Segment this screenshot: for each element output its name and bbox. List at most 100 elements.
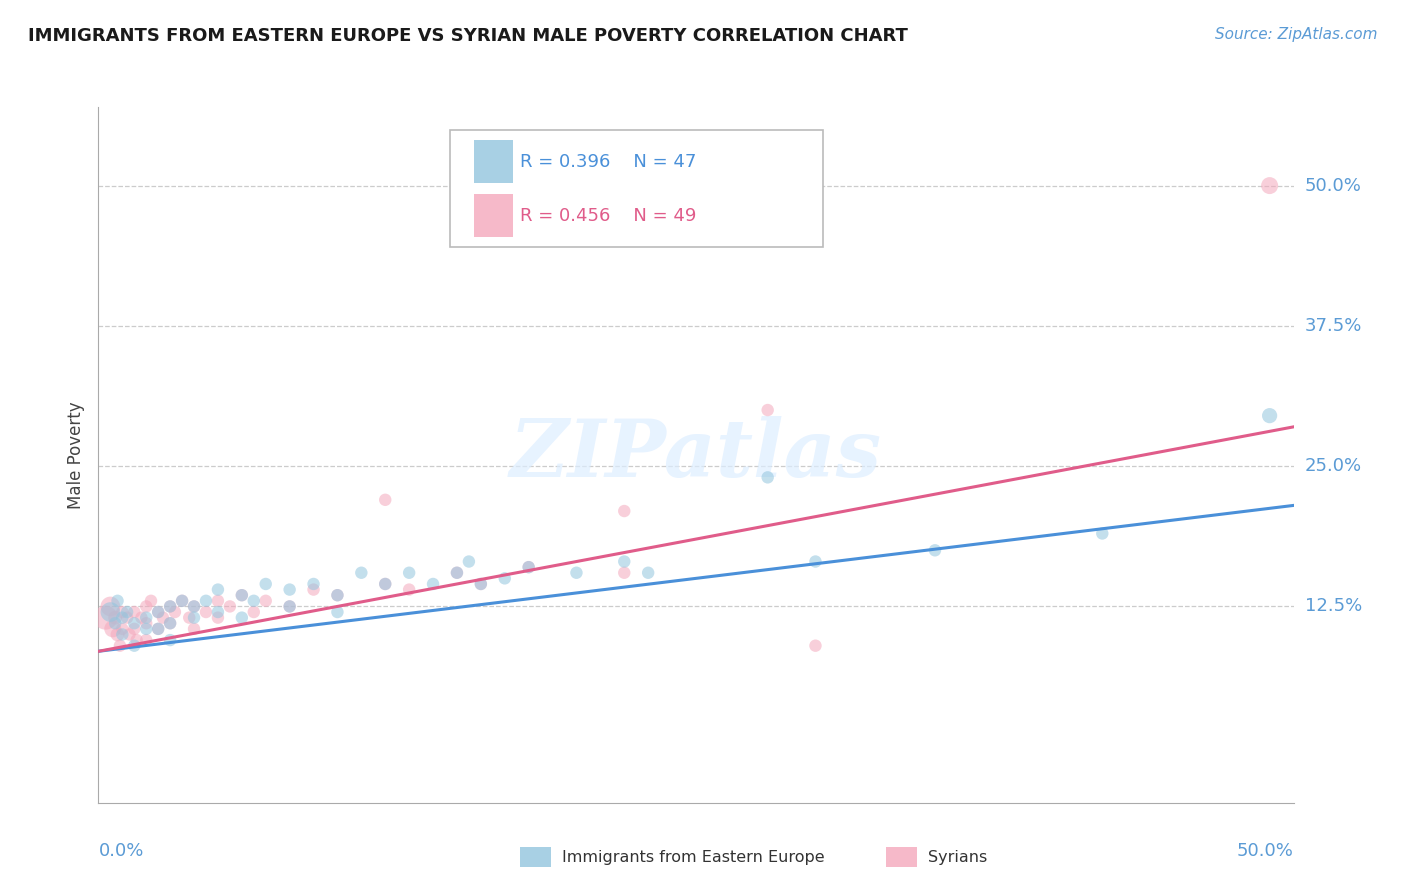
Point bbox=[179, 610, 201, 624]
Point bbox=[613, 566, 636, 580]
Point bbox=[231, 610, 253, 624]
Point bbox=[350, 566, 373, 580]
Point bbox=[756, 403, 779, 417]
Point bbox=[111, 610, 134, 624]
Point bbox=[207, 594, 229, 608]
Point bbox=[183, 622, 205, 636]
Text: 12.5%: 12.5% bbox=[1305, 598, 1362, 615]
Point bbox=[374, 492, 396, 507]
Point bbox=[278, 599, 301, 614]
Text: 0.0%: 0.0% bbox=[98, 842, 143, 860]
Text: R = 0.396    N = 47: R = 0.396 N = 47 bbox=[520, 153, 696, 171]
Point bbox=[470, 577, 492, 591]
Point bbox=[108, 639, 131, 653]
Point bbox=[1091, 526, 1114, 541]
Point bbox=[254, 577, 277, 591]
Point bbox=[231, 588, 253, 602]
Point bbox=[107, 627, 129, 641]
Point bbox=[111, 622, 134, 636]
Point bbox=[374, 577, 396, 591]
Point bbox=[756, 470, 779, 484]
Point bbox=[124, 605, 146, 619]
Point bbox=[135, 599, 157, 614]
Text: Immigrants from Eastern Europe: Immigrants from Eastern Europe bbox=[562, 850, 825, 864]
Point bbox=[613, 504, 636, 518]
Point bbox=[104, 610, 127, 624]
Text: 25.0%: 25.0% bbox=[1305, 457, 1362, 475]
Point bbox=[159, 616, 181, 631]
Point bbox=[422, 577, 444, 591]
Text: 37.5%: 37.5% bbox=[1305, 317, 1362, 334]
Point bbox=[804, 639, 827, 653]
Point bbox=[924, 543, 946, 558]
Point bbox=[94, 610, 117, 624]
Point bbox=[1258, 178, 1281, 193]
Point bbox=[111, 627, 134, 641]
Point bbox=[219, 599, 242, 614]
Point bbox=[131, 610, 153, 624]
Point bbox=[124, 622, 146, 636]
Y-axis label: Male Poverty: Male Poverty bbox=[66, 401, 84, 508]
Point bbox=[118, 627, 141, 641]
Point bbox=[302, 577, 325, 591]
Point bbox=[163, 605, 186, 619]
Point bbox=[124, 616, 146, 631]
Point bbox=[446, 566, 468, 580]
Point bbox=[207, 610, 229, 624]
Point bbox=[124, 639, 146, 653]
Point bbox=[374, 577, 396, 591]
Point bbox=[172, 594, 194, 608]
Point bbox=[98, 605, 122, 619]
Text: 50.0%: 50.0% bbox=[1305, 177, 1361, 194]
Point bbox=[115, 610, 138, 624]
Point bbox=[278, 599, 301, 614]
Point bbox=[207, 605, 229, 619]
Point bbox=[326, 588, 349, 602]
Point bbox=[159, 599, 181, 614]
Point bbox=[159, 633, 181, 648]
Point bbox=[139, 594, 162, 608]
Point bbox=[172, 594, 194, 608]
Text: Syrians: Syrians bbox=[928, 850, 987, 864]
Point bbox=[135, 622, 157, 636]
Text: 50.0%: 50.0% bbox=[1237, 842, 1294, 860]
Point bbox=[194, 605, 217, 619]
Point bbox=[183, 599, 205, 614]
Point bbox=[278, 582, 301, 597]
Point bbox=[243, 594, 266, 608]
Point bbox=[243, 605, 266, 619]
Point bbox=[565, 566, 588, 580]
Point bbox=[152, 610, 174, 624]
Point bbox=[302, 582, 325, 597]
Point bbox=[517, 560, 540, 574]
Point bbox=[446, 566, 468, 580]
Point bbox=[148, 622, 170, 636]
Point bbox=[101, 622, 124, 636]
Point bbox=[98, 599, 122, 614]
Text: Source: ZipAtlas.com: Source: ZipAtlas.com bbox=[1215, 27, 1378, 42]
Point bbox=[207, 582, 229, 597]
Point bbox=[183, 599, 205, 614]
Point bbox=[135, 616, 157, 631]
Point bbox=[398, 582, 420, 597]
Point bbox=[148, 622, 170, 636]
Point bbox=[458, 555, 481, 569]
Point bbox=[398, 566, 420, 580]
Point bbox=[470, 577, 492, 591]
Point bbox=[107, 594, 129, 608]
Point bbox=[494, 571, 516, 585]
Point bbox=[104, 616, 127, 631]
Text: ZIPatlas: ZIPatlas bbox=[510, 417, 882, 493]
Point bbox=[159, 616, 181, 631]
Point bbox=[183, 610, 205, 624]
Point bbox=[326, 605, 349, 619]
Point bbox=[613, 555, 636, 569]
Text: IMMIGRANTS FROM EASTERN EUROPE VS SYRIAN MALE POVERTY CORRELATION CHART: IMMIGRANTS FROM EASTERN EUROPE VS SYRIAN… bbox=[28, 27, 908, 45]
Point bbox=[125, 633, 148, 648]
Point bbox=[254, 594, 277, 608]
Point bbox=[194, 594, 217, 608]
Point bbox=[326, 588, 349, 602]
Point bbox=[637, 566, 659, 580]
Point bbox=[804, 555, 827, 569]
Point bbox=[517, 560, 540, 574]
